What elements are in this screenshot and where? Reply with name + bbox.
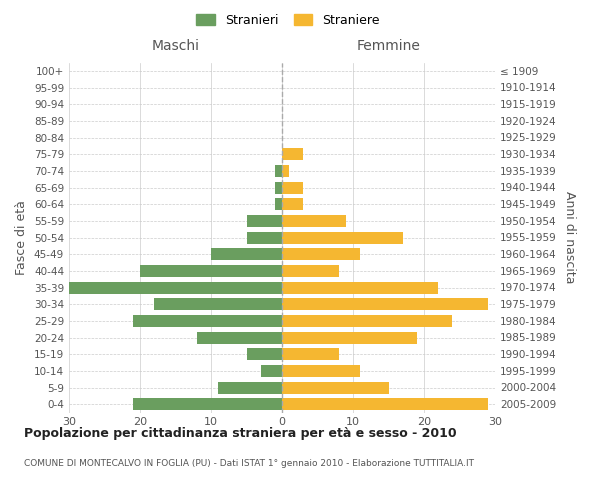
Bar [275,165,282,177]
Text: Popolazione per cittadinanza straniera per età e sesso - 2010: Popolazione per cittadinanza straniera p… [24,428,457,440]
Bar [275,198,282,210]
Bar [133,315,282,327]
Y-axis label: Fasce di età: Fasce di età [16,200,28,275]
Y-axis label: Anni di nascita: Anni di nascita [563,191,576,284]
Text: Femmine: Femmine [356,38,421,52]
Bar [211,248,282,260]
Bar [247,348,282,360]
Bar [282,215,346,227]
Bar [282,232,403,243]
Bar [247,232,282,243]
Bar [260,365,282,377]
Text: COMUNE DI MONTECALVO IN FOGLIA (PU) - Dati ISTAT 1° gennaio 2010 - Elaborazione : COMUNE DI MONTECALVO IN FOGLIA (PU) - Da… [24,459,474,468]
Bar [282,298,488,310]
Bar [282,365,360,377]
Bar [282,165,289,177]
Bar [282,332,417,344]
Bar [282,348,339,360]
Bar [282,248,360,260]
Bar [282,282,438,294]
Bar [197,332,282,344]
Bar [282,182,304,194]
Bar [282,198,304,210]
Bar [282,398,488,410]
Bar [69,282,282,294]
Bar [247,215,282,227]
Text: Maschi: Maschi [151,38,199,52]
Bar [154,298,282,310]
Legend: Stranieri, Straniere: Stranieri, Straniere [191,8,385,32]
Bar [275,182,282,194]
Bar [218,382,282,394]
Bar [282,148,304,160]
Bar [282,265,339,277]
Bar [133,398,282,410]
Bar [140,265,282,277]
Bar [282,382,389,394]
Bar [282,315,452,327]
